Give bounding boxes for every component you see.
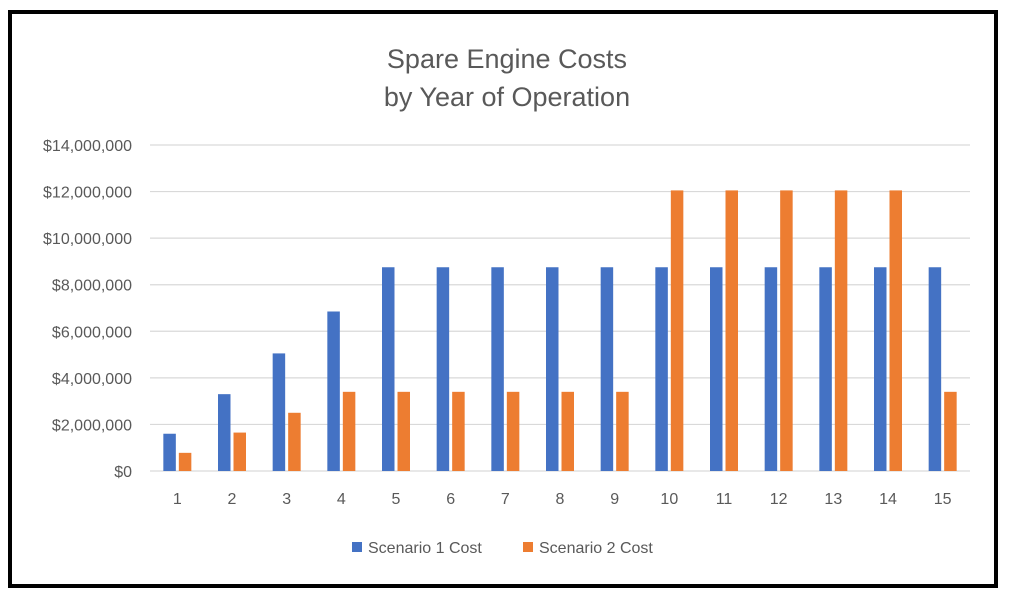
bar-scenario-2-year-7 [506, 391, 520, 471]
bar-scenario-1-year-4 [327, 311, 340, 471]
x-tick-label: 12 [770, 491, 788, 508]
x-tick-label: 13 [824, 491, 842, 508]
bar-scenario-1-year-3 [272, 353, 286, 471]
bar-scenario-2-year-10 [670, 190, 684, 471]
y-tick-label: $12,000,000 [43, 185, 132, 202]
y-tick-label: $2,000,000 [52, 417, 132, 434]
chart-title-line-1: Spare Engine Costs [386, 44, 628, 74]
bar-scenario-1-year-6 [436, 267, 450, 471]
bar-scenario-1-year-10 [655, 267, 668, 471]
bar-scenario-1-year-7 [491, 267, 504, 471]
y-tick-label: $8,000,000 [52, 278, 132, 295]
bar-scenario-2-year-5 [397, 391, 410, 471]
x-tick-label: 14 [879, 491, 897, 508]
bar-scenario-2-year-4 [342, 391, 356, 471]
y-tick-label: $14,000,000 [43, 138, 132, 155]
bar-scenario-1-year-5 [382, 267, 395, 471]
x-tick-label: 5 [392, 491, 401, 508]
bar-scenario-1-year-2 [218, 394, 231, 471]
legend-swatch-scenario-2 [523, 542, 533, 552]
x-axis: 1 2 3 4 5 6 7 8 9 10 11 12 13 14 15 [173, 491, 952, 508]
x-tick-label: 11 [716, 491, 733, 508]
gridlines [150, 144, 970, 472]
x-tick-label: 4 [337, 491, 346, 508]
bar-scenario-2-year-11 [725, 190, 738, 471]
y-axis: $0 $2,000,000 $4,000,000 $6,000,000 $8,000,0… [43, 138, 132, 481]
x-tick-label: 7 [501, 491, 510, 508]
y-tick-label: $6,000,000 [52, 324, 132, 341]
bar-scenario-2-year-14 [889, 190, 902, 471]
bar-scenario-2-year-12 [780, 190, 793, 471]
bar-scenario-1-year-8 [546, 267, 559, 471]
x-tick-label: 2 [228, 491, 237, 508]
bar-scenario-2-year-2 [233, 432, 246, 471]
bar-scenario-1-year-14 [874, 267, 887, 471]
legend-label-scenario-1: Scenario 1 Cost [368, 540, 482, 557]
x-tick-label: 9 [610, 491, 619, 508]
legend: Scenario 1 Cost Scenario 2 Cost [352, 540, 653, 557]
bar-scenario-1-year-1 [163, 433, 176, 471]
y-tick-label: $10,000,000 [43, 231, 132, 248]
x-tick-label: 3 [282, 491, 291, 508]
bar-scenario-1-year-9 [600, 267, 614, 471]
bars [163, 190, 957, 471]
x-tick-label: 8 [556, 491, 565, 508]
x-tick-label: 1 [173, 491, 182, 508]
y-tick-label: $0 [114, 464, 132, 481]
bar-scenario-1-year-13 [819, 267, 832, 471]
legend-swatch-scenario-1 [352, 542, 362, 552]
x-tick-label: 15 [934, 491, 952, 508]
chart-title: Spare Engine Costs by Year of Operation [0, 40, 1014, 116]
bar-scenario-1-year-11 [710, 267, 723, 471]
x-tick-label: 10 [660, 491, 678, 508]
legend-label-scenario-2: Scenario 2 Cost [539, 540, 653, 557]
bar-scenario-2-year-1 [178, 452, 192, 471]
bar-scenario-1-year-15 [928, 267, 942, 471]
y-tick-label: $4,000,000 [52, 371, 132, 388]
bar-scenario-2-year-13 [834, 190, 848, 471]
chart-title-line-2: by Year of Operation [383, 82, 631, 112]
bar-scenario-2-year-3 [288, 412, 301, 471]
bar-scenario-1-year-12 [764, 267, 778, 471]
bar-scenario-2-year-15 [944, 391, 957, 471]
bar-scenario-2-year-9 [616, 391, 629, 471]
x-tick-label: 6 [446, 491, 455, 508]
bar-scenario-2-year-8 [561, 391, 574, 471]
bar-scenario-2-year-6 [452, 391, 465, 471]
